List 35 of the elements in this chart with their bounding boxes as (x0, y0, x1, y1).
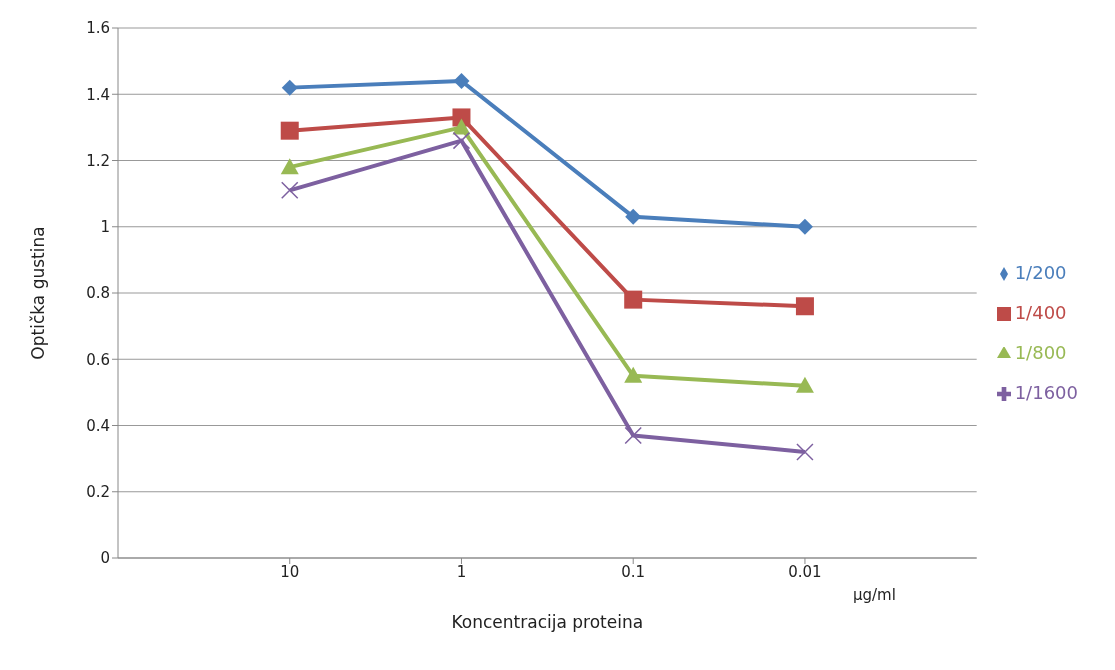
point (453, 73, 470, 89)
x-tick-label: 10 (280, 562, 300, 581)
point (281, 79, 298, 96)
point (452, 131, 471, 150)
x-tick-label: 0.01 (788, 562, 822, 581)
point (624, 290, 643, 309)
point (796, 443, 814, 461)
point (280, 121, 299, 140)
y-tick-label: 0 (100, 549, 110, 568)
y-tick-label: 1.2 (86, 151, 110, 170)
y-tick-label: 0.8 (86, 284, 110, 303)
point (280, 158, 299, 175)
y-axis-title: Optička gustina (28, 226, 49, 360)
text: µg/ml (853, 586, 896, 604)
legend-label: 1/800 (1014, 342, 1067, 363)
x-axis-title: Koncentracija proteina (451, 612, 644, 632)
point (452, 118, 471, 135)
y-tick-label: 1.6 (86, 19, 110, 38)
point (795, 297, 814, 316)
point (624, 366, 643, 383)
legend-label: 1/1600 (1014, 382, 1078, 403)
x-tick-label: 0.1 (621, 562, 646, 581)
point (280, 181, 299, 200)
point (796, 218, 813, 235)
point (625, 208, 642, 225)
x-tick-label: 1 (456, 562, 467, 581)
point (624, 426, 642, 445)
y-tick-label: 0.4 (86, 416, 110, 435)
y-tick-label: 1 (100, 218, 110, 237)
legend-label: 1/200 (1014, 262, 1067, 283)
y-tick-label: 0.6 (86, 350, 110, 369)
y-tick-label: 1.4 (86, 85, 110, 104)
y-tick-label: 0.2 (86, 483, 110, 502)
point (795, 376, 814, 393)
legend-label: 1/400 (1014, 302, 1067, 323)
